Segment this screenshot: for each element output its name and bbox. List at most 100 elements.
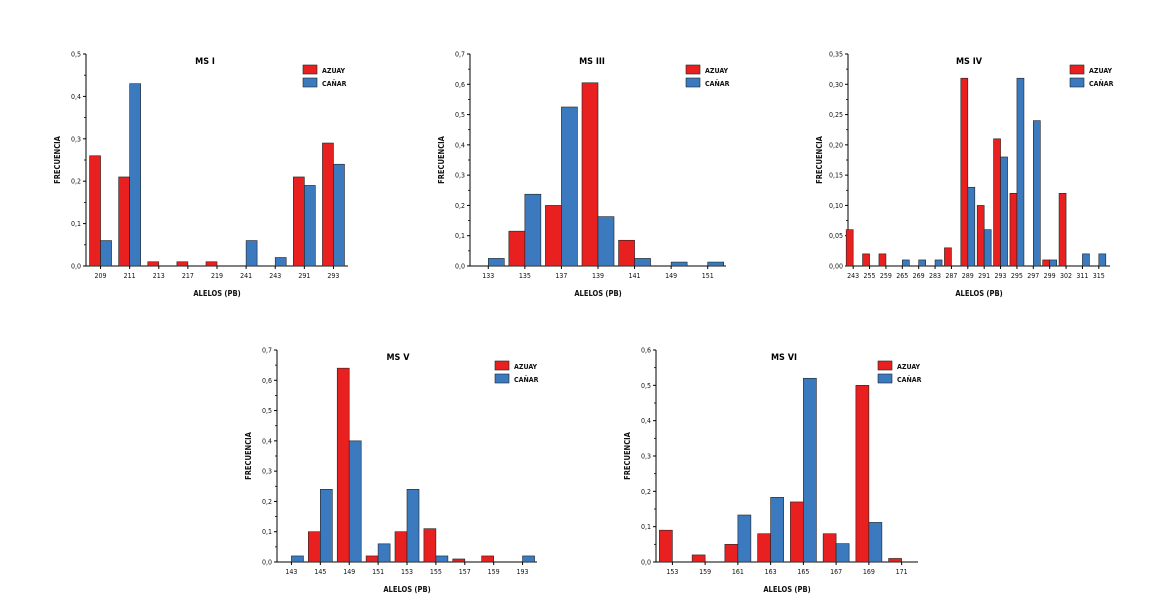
bar-canar-291 bbox=[304, 185, 316, 267]
x-tick-label: 139 bbox=[592, 272, 604, 280]
bar-canar-155 bbox=[435, 555, 449, 563]
bar-canar-299 bbox=[1049, 259, 1057, 267]
bar-azuay-141 bbox=[618, 239, 635, 267]
legend-label-azuay: AZUAY bbox=[1089, 67, 1113, 75]
x-tick-label: 297 bbox=[1027, 272, 1039, 280]
y-axis-label: FRECUENCIA bbox=[815, 135, 824, 184]
bar-canar-163 bbox=[770, 497, 784, 563]
x-tick-label: 193 bbox=[517, 568, 529, 576]
bar-canar-165 bbox=[803, 377, 817, 563]
legend-label-canar: CAÑAR bbox=[322, 79, 347, 88]
y-tick-label: 0,0 bbox=[455, 263, 465, 271]
x-tick-label: 141 bbox=[629, 272, 641, 280]
bar-azuay-171 bbox=[888, 558, 902, 563]
bar-canar-269 bbox=[918, 259, 926, 267]
x-tick-label: 171 bbox=[896, 568, 908, 576]
y-tick-label: 0,5 bbox=[455, 111, 465, 119]
bar-azuay-165 bbox=[790, 501, 804, 563]
y-tick-label: 0,6 bbox=[641, 347, 651, 355]
x-tick-label: 211 bbox=[124, 272, 136, 280]
y-tick-label: 0,2 bbox=[71, 178, 81, 186]
x-tick-label: 259 bbox=[880, 272, 892, 280]
x-tick-label: 165 bbox=[797, 568, 809, 576]
x-axis-label: ALELOS (PB) bbox=[383, 585, 430, 594]
x-tick-label: 145 bbox=[314, 568, 326, 576]
y-tick-label: 0,3 bbox=[455, 172, 465, 180]
legend-swatch-azuay bbox=[494, 360, 510, 371]
legend-label-azuay: AZUAY bbox=[705, 67, 729, 75]
y-tick-label: 0,4 bbox=[262, 437, 272, 445]
bar-azuay-159 bbox=[481, 555, 494, 563]
x-tick-label: 311 bbox=[1076, 272, 1088, 280]
bar-azuay-255 bbox=[862, 253, 870, 267]
x-tick-label: 157 bbox=[459, 568, 471, 576]
bar-canar-143 bbox=[291, 555, 304, 563]
y-tick-label: 0,4 bbox=[455, 141, 465, 149]
x-tick-label: 241 bbox=[240, 272, 252, 280]
x-tick-label: 217 bbox=[182, 272, 194, 280]
bar-canar-133 bbox=[487, 258, 505, 267]
x-tick-label: 155 bbox=[430, 568, 442, 576]
y-axis-label: FRECUENCIA bbox=[437, 135, 446, 184]
y-tick-label: 0,10 bbox=[829, 202, 843, 210]
x-tick-label: 143 bbox=[285, 568, 297, 576]
x-tick-label: 255 bbox=[864, 272, 876, 280]
y-tick-label: 0,3 bbox=[71, 135, 81, 143]
chart-title: MS V bbox=[387, 353, 411, 363]
legend-swatch-canar bbox=[877, 373, 893, 384]
y-tick-label: 0,25 bbox=[829, 111, 843, 119]
chart-title: MS IV bbox=[956, 57, 983, 67]
x-tick-label: 283 bbox=[929, 272, 941, 280]
legend-swatch-canar bbox=[494, 373, 510, 384]
bar-canar-151 bbox=[377, 543, 391, 563]
bar-canar-315 bbox=[1098, 253, 1107, 267]
bar-canar-151 bbox=[707, 261, 725, 267]
legend-label-canar: CAÑAR bbox=[897, 375, 922, 384]
chart-title: MS VI bbox=[771, 353, 797, 363]
legend-swatch-azuay bbox=[685, 64, 701, 75]
chart-title: MS III bbox=[579, 57, 605, 67]
bar-azuay-139 bbox=[581, 82, 599, 267]
bar-azuay-157 bbox=[452, 558, 466, 563]
y-tick-label: 0,2 bbox=[262, 498, 272, 506]
x-tick-label: 291 bbox=[978, 272, 990, 280]
y-tick-label: 0,30 bbox=[829, 81, 843, 89]
bar-canar-241 bbox=[245, 240, 258, 267]
y-tick-label: 0,2 bbox=[641, 488, 651, 496]
x-tick-label: 293 bbox=[327, 272, 339, 280]
y-tick-label: 0,6 bbox=[262, 377, 272, 385]
bar-canar-265 bbox=[902, 259, 910, 267]
y-tick-label: 0,1 bbox=[641, 523, 651, 531]
x-tick-label: 209 bbox=[95, 272, 107, 280]
legend-swatch-azuay bbox=[302, 64, 318, 75]
x-tick-label: 153 bbox=[401, 568, 413, 576]
x-tick-label: 135 bbox=[519, 272, 531, 280]
bar-canar-141 bbox=[634, 258, 651, 267]
x-tick-label: 315 bbox=[1093, 272, 1105, 280]
x-tick-label: 219 bbox=[211, 272, 223, 280]
bar-canar-193 bbox=[522, 555, 535, 563]
bar-azuay-213 bbox=[147, 261, 160, 267]
bar-azuay-163 bbox=[757, 533, 771, 563]
x-axis-label: ALELOS (PB) bbox=[763, 585, 810, 594]
y-tick-label: 0,0 bbox=[641, 559, 651, 567]
bar-azuay-209 bbox=[89, 155, 101, 267]
y-axis-label: FRECUENCIA bbox=[623, 431, 632, 480]
bar-canar-293 bbox=[1000, 156, 1008, 267]
x-tick-label: 243 bbox=[269, 272, 281, 280]
bar-canar-153 bbox=[406, 489, 420, 563]
bar-canar-135 bbox=[524, 193, 542, 267]
legend-label-azuay: AZUAY bbox=[897, 363, 921, 371]
x-tick-label: 137 bbox=[555, 272, 567, 280]
y-tick-label: 0,6 bbox=[455, 81, 465, 89]
legend-label-azuay: AZUAY bbox=[322, 67, 346, 75]
bar-canar-145 bbox=[320, 489, 333, 563]
y-tick-label: 0,0 bbox=[262, 559, 272, 567]
x-tick-label: 159 bbox=[699, 568, 711, 576]
x-tick-label: 169 bbox=[863, 568, 875, 576]
